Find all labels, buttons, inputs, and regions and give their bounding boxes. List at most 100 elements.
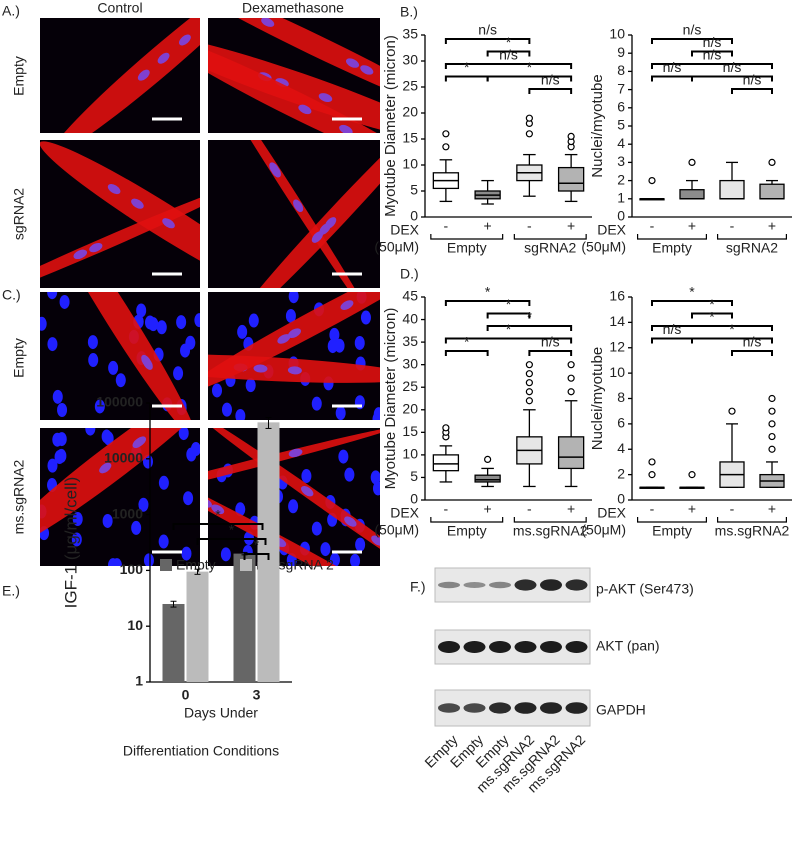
band bbox=[489, 641, 511, 653]
significance-bracket bbox=[731, 350, 773, 356]
nucleus bbox=[52, 389, 63, 404]
legend-label: Empty bbox=[176, 557, 216, 573]
column-label: Dexamethasone bbox=[242, 0, 344, 16]
y-tick-label: 14 bbox=[609, 313, 625, 329]
group-label: Empty bbox=[652, 523, 692, 539]
outlier bbox=[648, 471, 656, 479]
nucleus bbox=[85, 428, 96, 436]
band bbox=[540, 641, 562, 653]
legend-swatch bbox=[240, 559, 252, 571]
nucleus bbox=[73, 249, 87, 260]
x-tick-label: + bbox=[688, 501, 696, 517]
micrograph-content bbox=[208, 292, 380, 420]
blot bbox=[434, 689, 591, 727]
bar bbox=[162, 603, 185, 682]
outlier bbox=[525, 130, 533, 138]
x-tick-label: - bbox=[444, 501, 449, 517]
y-tick-label: 15 bbox=[402, 130, 418, 146]
x-axis-label: (50μM) bbox=[581, 522, 626, 538]
significance-bracket bbox=[651, 63, 773, 69]
nucleus bbox=[94, 399, 105, 414]
nucleus bbox=[59, 294, 70, 309]
nucleus bbox=[285, 308, 296, 323]
group-brace bbox=[513, 234, 587, 240]
blot-label: p-AKT (Ser473) bbox=[596, 581, 694, 597]
y-tick-label: 3 bbox=[617, 153, 625, 169]
y-tick-label: 6 bbox=[617, 415, 625, 431]
nucleus bbox=[57, 402, 68, 417]
significance-label: n/s bbox=[723, 59, 742, 75]
nucleus bbox=[89, 242, 103, 253]
nucleus bbox=[87, 335, 98, 350]
significance-label: * bbox=[464, 334, 470, 350]
nucleus bbox=[115, 373, 126, 388]
nucleus bbox=[371, 535, 380, 546]
group-label: ms.sgRNA2 bbox=[513, 523, 588, 539]
nucleus bbox=[329, 327, 340, 342]
nucleus bbox=[173, 366, 184, 381]
nucleus bbox=[248, 313, 259, 328]
x-tick-label: 3 bbox=[253, 687, 261, 703]
nucleus bbox=[178, 428, 189, 441]
y-tick-label: 5 bbox=[410, 182, 418, 198]
x-axis-label: DEX bbox=[597, 505, 626, 521]
micrograph-content bbox=[50, 18, 200, 133]
micrograph-content bbox=[208, 140, 380, 288]
nucleus bbox=[220, 547, 231, 562]
y-tick-label: 10000 bbox=[104, 450, 143, 466]
significance-bracket bbox=[528, 350, 573, 356]
significance-bracket bbox=[444, 63, 573, 69]
nucleus bbox=[108, 360, 119, 375]
y-tick-label: 10 bbox=[402, 446, 418, 462]
x-axis-label: DEX bbox=[390, 505, 419, 521]
group-brace bbox=[717, 234, 787, 240]
nucleus bbox=[288, 328, 301, 339]
outlier bbox=[768, 420, 776, 428]
panel-label: B.) bbox=[400, 4, 418, 20]
box bbox=[474, 474, 501, 483]
outlier bbox=[442, 424, 450, 432]
nucleus bbox=[345, 58, 360, 68]
y-tick-label: 7 bbox=[617, 80, 625, 96]
group-brace bbox=[717, 517, 787, 523]
nucleus bbox=[288, 292, 299, 304]
nucleus bbox=[288, 448, 303, 458]
x-tick-label: + bbox=[768, 501, 776, 517]
x-tick-label: + bbox=[484, 218, 492, 234]
y-tick-label: 25 bbox=[402, 78, 418, 94]
significance-bracket bbox=[444, 38, 531, 44]
group-brace bbox=[513, 517, 587, 523]
outlier bbox=[768, 394, 776, 403]
y-tick-label: 1 bbox=[617, 190, 625, 206]
x-tick-label: + bbox=[567, 218, 575, 234]
significance-label: * bbox=[254, 537, 260, 553]
micrograph bbox=[208, 140, 380, 288]
x-tick-label: - bbox=[650, 501, 655, 517]
nucleus bbox=[355, 537, 366, 552]
nucleus bbox=[111, 558, 122, 566]
box bbox=[557, 166, 585, 192]
y-tick-label: 0 bbox=[410, 208, 418, 224]
row-label: Empty bbox=[11, 338, 27, 378]
y-tick-label: 35 bbox=[402, 333, 418, 349]
outlier bbox=[525, 114, 533, 122]
micrograph-content bbox=[40, 141, 200, 288]
y-tick-label: 8 bbox=[617, 389, 625, 405]
band bbox=[438, 581, 460, 589]
significance-bracket bbox=[444, 337, 573, 344]
nucleus bbox=[311, 396, 322, 411]
myotube bbox=[41, 292, 197, 420]
nucleus bbox=[47, 337, 58, 352]
group-label: sgRNA2 bbox=[726, 240, 778, 256]
nucleus bbox=[40, 316, 47, 331]
significance-bracket bbox=[486, 325, 573, 331]
x-tick-label: - bbox=[730, 218, 735, 234]
band bbox=[463, 641, 486, 653]
nucleus bbox=[52, 432, 63, 447]
myotube bbox=[40, 141, 200, 288]
significance-label: n/s bbox=[663, 59, 682, 75]
group-label: Empty bbox=[447, 240, 487, 256]
outlier bbox=[442, 130, 450, 138]
nucleus bbox=[277, 334, 291, 344]
nucleus bbox=[325, 217, 337, 229]
